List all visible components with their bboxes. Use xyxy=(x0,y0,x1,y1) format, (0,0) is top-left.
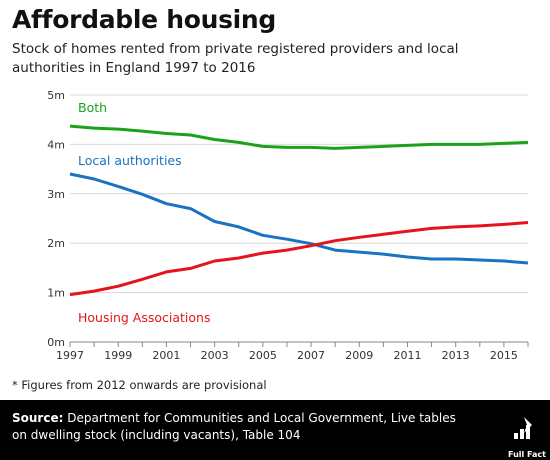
series-label: Housing Associations xyxy=(78,310,210,325)
y-tick-label: 2m xyxy=(47,237,65,250)
series-label: Local authorities xyxy=(78,153,182,168)
line-chart: 0m 1m 2m 3m 4m 5m 1997 1999 2001 2003 2005 2007 200… xyxy=(47,89,529,362)
series-labels: Both Local authorities Housing Association… xyxy=(78,100,210,325)
x-tick-label: 2001 xyxy=(152,349,180,362)
y-tick-label: 4m xyxy=(47,138,65,151)
source-bar: Source: Department for Communities and L… xyxy=(0,400,550,460)
y-axis-ticks: 0m 1m 2m 3m 4m 5m xyxy=(47,89,65,349)
page-title: Affordable housing xyxy=(12,5,277,34)
x-tick-label: 2015 xyxy=(490,349,518,362)
series-lines xyxy=(69,124,529,297)
series-line-1 xyxy=(69,172,529,265)
x-tick-label: 2013 xyxy=(442,349,470,362)
x-axis: 1997 1999 2001 2003 2005 2007 2009 2011 2013 2015 xyxy=(56,341,529,362)
y-tick-label: 1m xyxy=(47,287,65,300)
full-fact-logo-icon xyxy=(514,417,532,439)
x-tick-label: 1997 xyxy=(56,349,84,362)
series-line-2 xyxy=(69,221,529,297)
footnote: * Figures from 2012 onwards are provisio… xyxy=(12,378,267,392)
source-label: Source: xyxy=(12,411,64,425)
y-tick-label: 3m xyxy=(47,188,65,201)
x-tick-label: 2005 xyxy=(249,349,277,362)
series-label: Both xyxy=(78,100,107,115)
source-text: Source: Department for Communities and L… xyxy=(12,410,467,444)
source-description: Department for Communities and Local Gov… xyxy=(12,411,456,442)
x-tick-label: 2003 xyxy=(201,349,229,362)
logo-text: Full Fact xyxy=(508,450,546,459)
page-subtitle: Stock of homes rented from private regis… xyxy=(12,41,459,76)
y-tick-label: 0m xyxy=(47,336,65,349)
x-tick-label: 2007 xyxy=(297,349,325,362)
x-tick-label: 1999 xyxy=(104,349,132,362)
y-tick-label: 5m xyxy=(47,89,65,102)
x-tick-label: 2009 xyxy=(345,349,373,362)
series-line-0 xyxy=(69,124,529,150)
x-tick-label: 2011 xyxy=(393,349,421,362)
